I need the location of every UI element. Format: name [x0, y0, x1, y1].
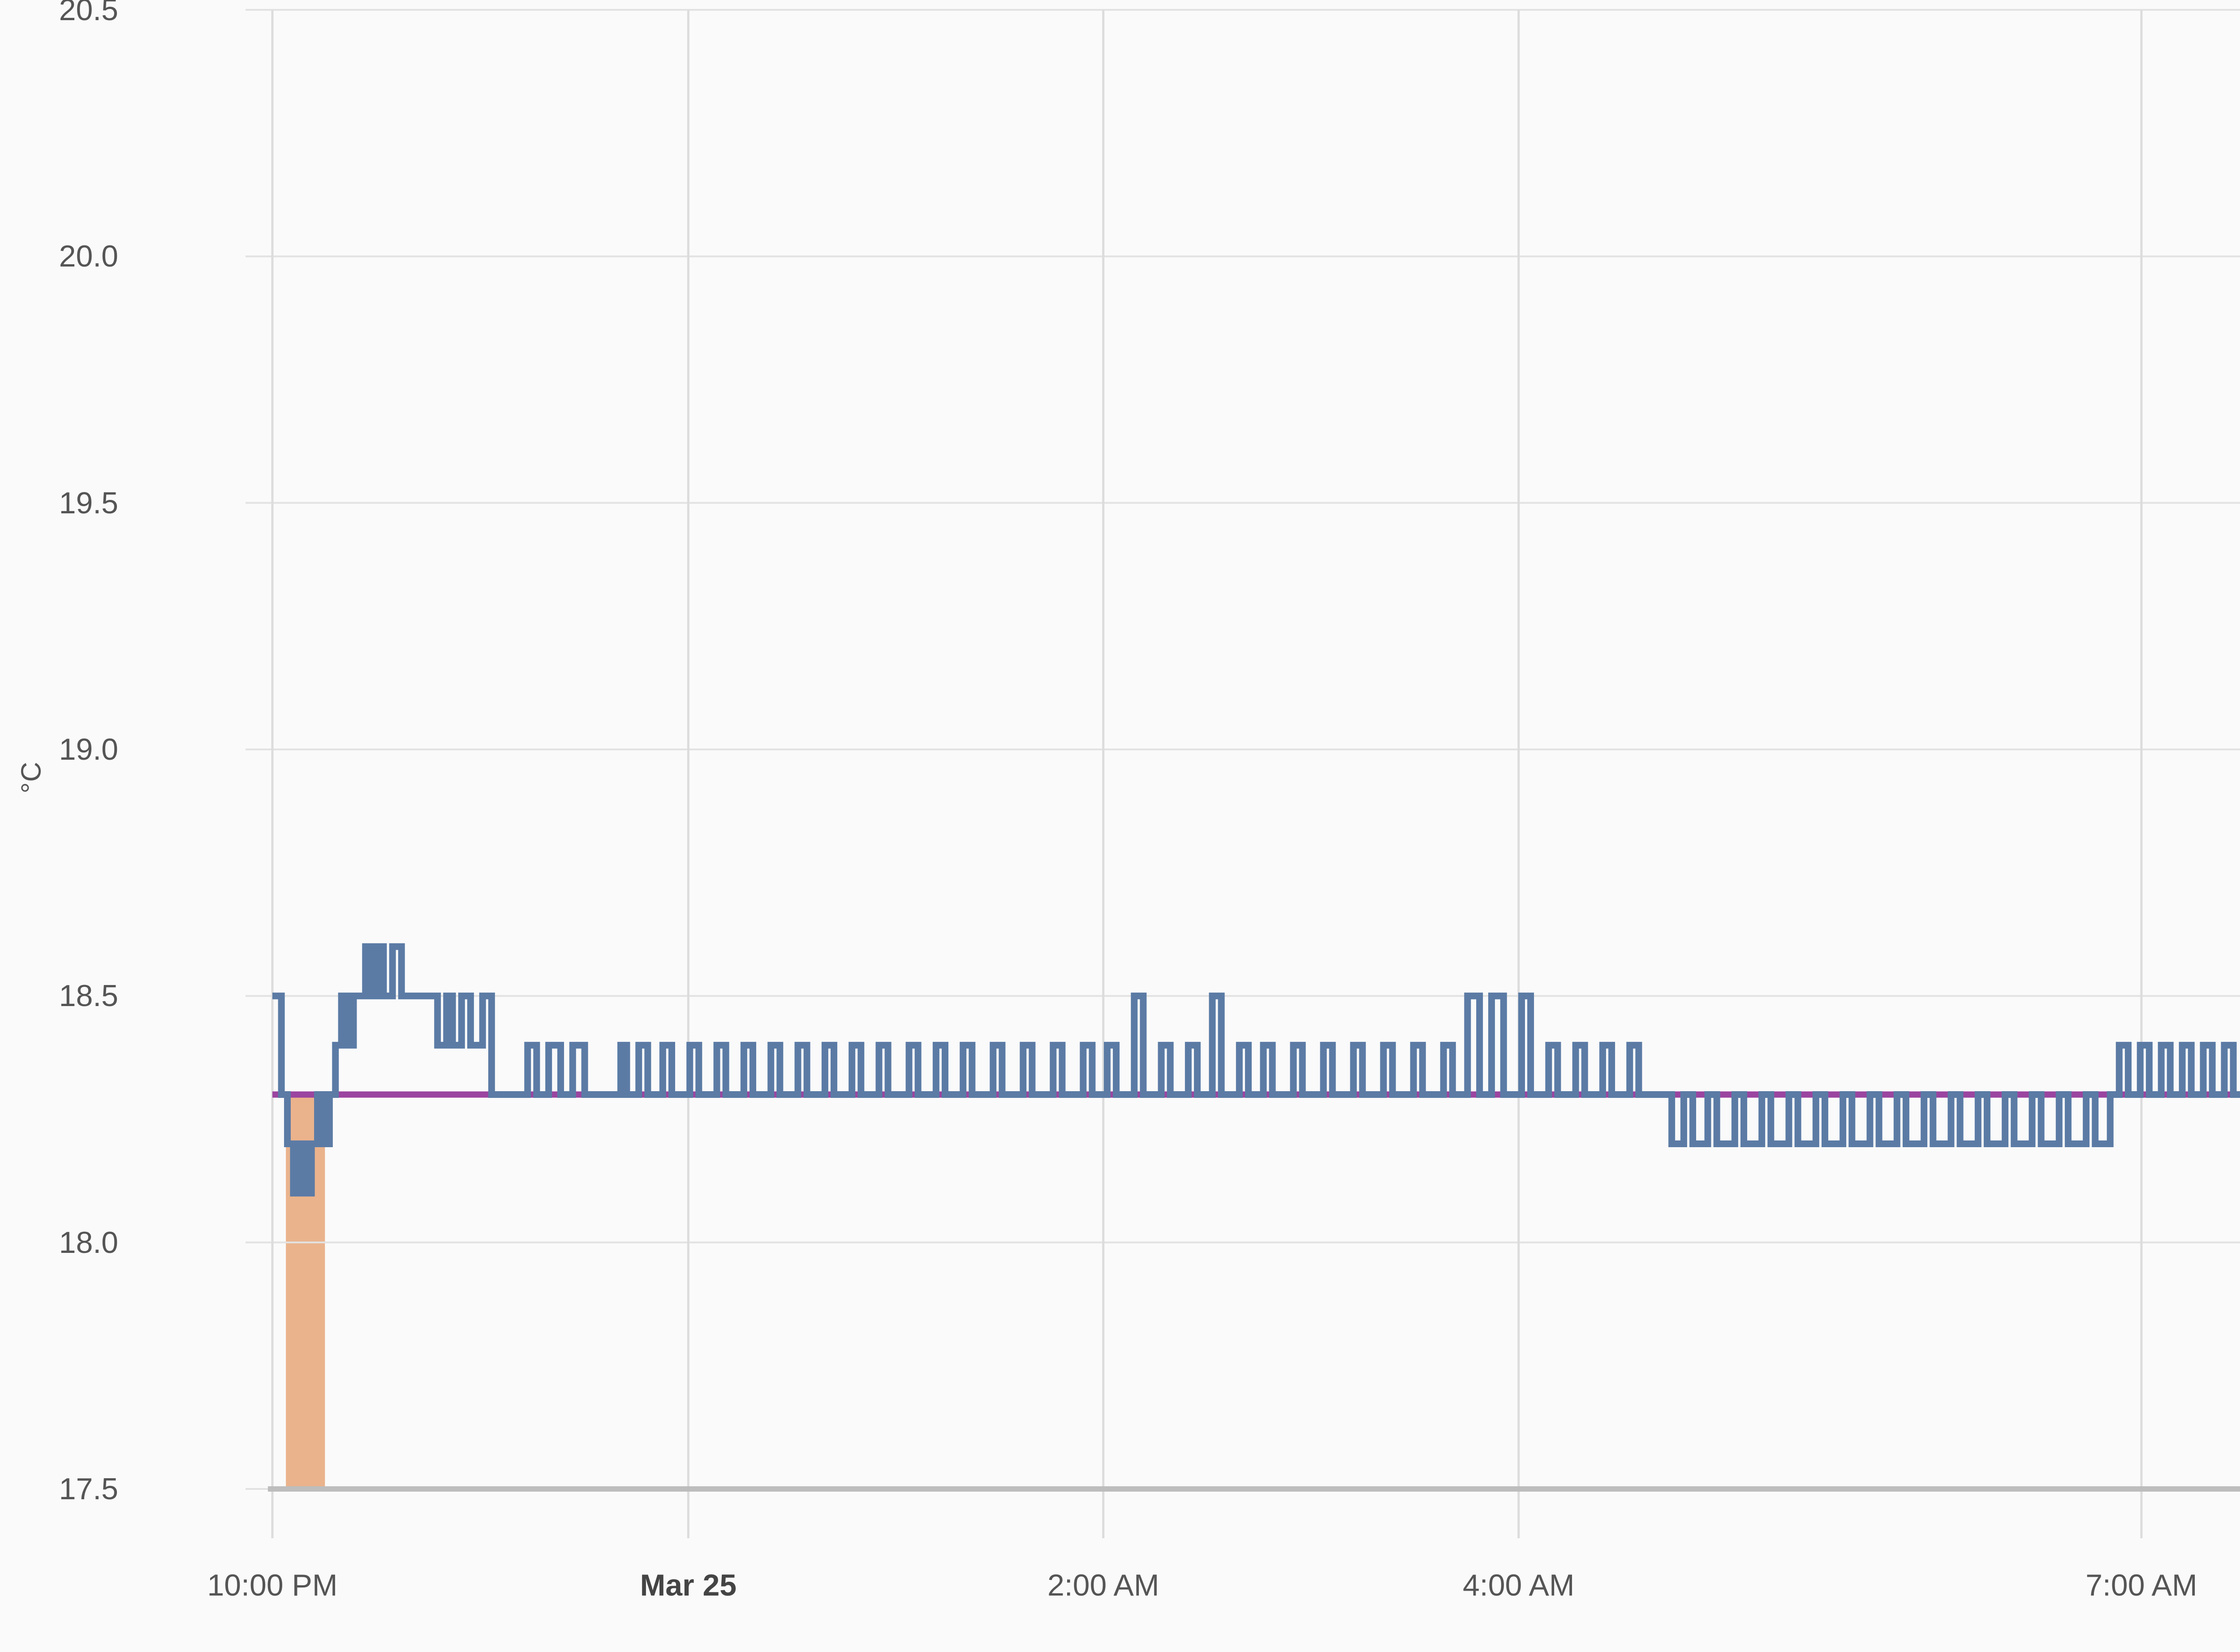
y-tick-label: 19.5	[59, 486, 118, 520]
y-tick-label: 17.5	[59, 1472, 118, 1506]
x-tick-label: Mar 25	[640, 1568, 737, 1602]
x-tick-label: 2:00 AM	[1047, 1568, 1159, 1602]
chart-svg	[246, 9, 2240, 1538]
y-tick-label: 18.5	[59, 979, 118, 1013]
series-line-group	[272, 943, 2240, 1197]
x-tick-label: 7:00 AM	[2085, 1568, 2197, 1602]
x-tick-label: 10:00 PM	[207, 1568, 338, 1602]
x-tick-label: 4:00 AM	[1462, 1568, 1575, 1602]
plot-area	[246, 9, 2240, 1538]
gridlines-group	[246, 9, 2240, 1538]
series-line	[272, 943, 2240, 1197]
y-tick-label: 20.5	[59, 0, 118, 27]
y-tick-label: 20.0	[59, 239, 118, 274]
y-tick-label: 19.0	[59, 732, 118, 766]
shaded-bands-group	[286, 1094, 325, 1489]
y-tick-label: 18.0	[59, 1225, 118, 1260]
